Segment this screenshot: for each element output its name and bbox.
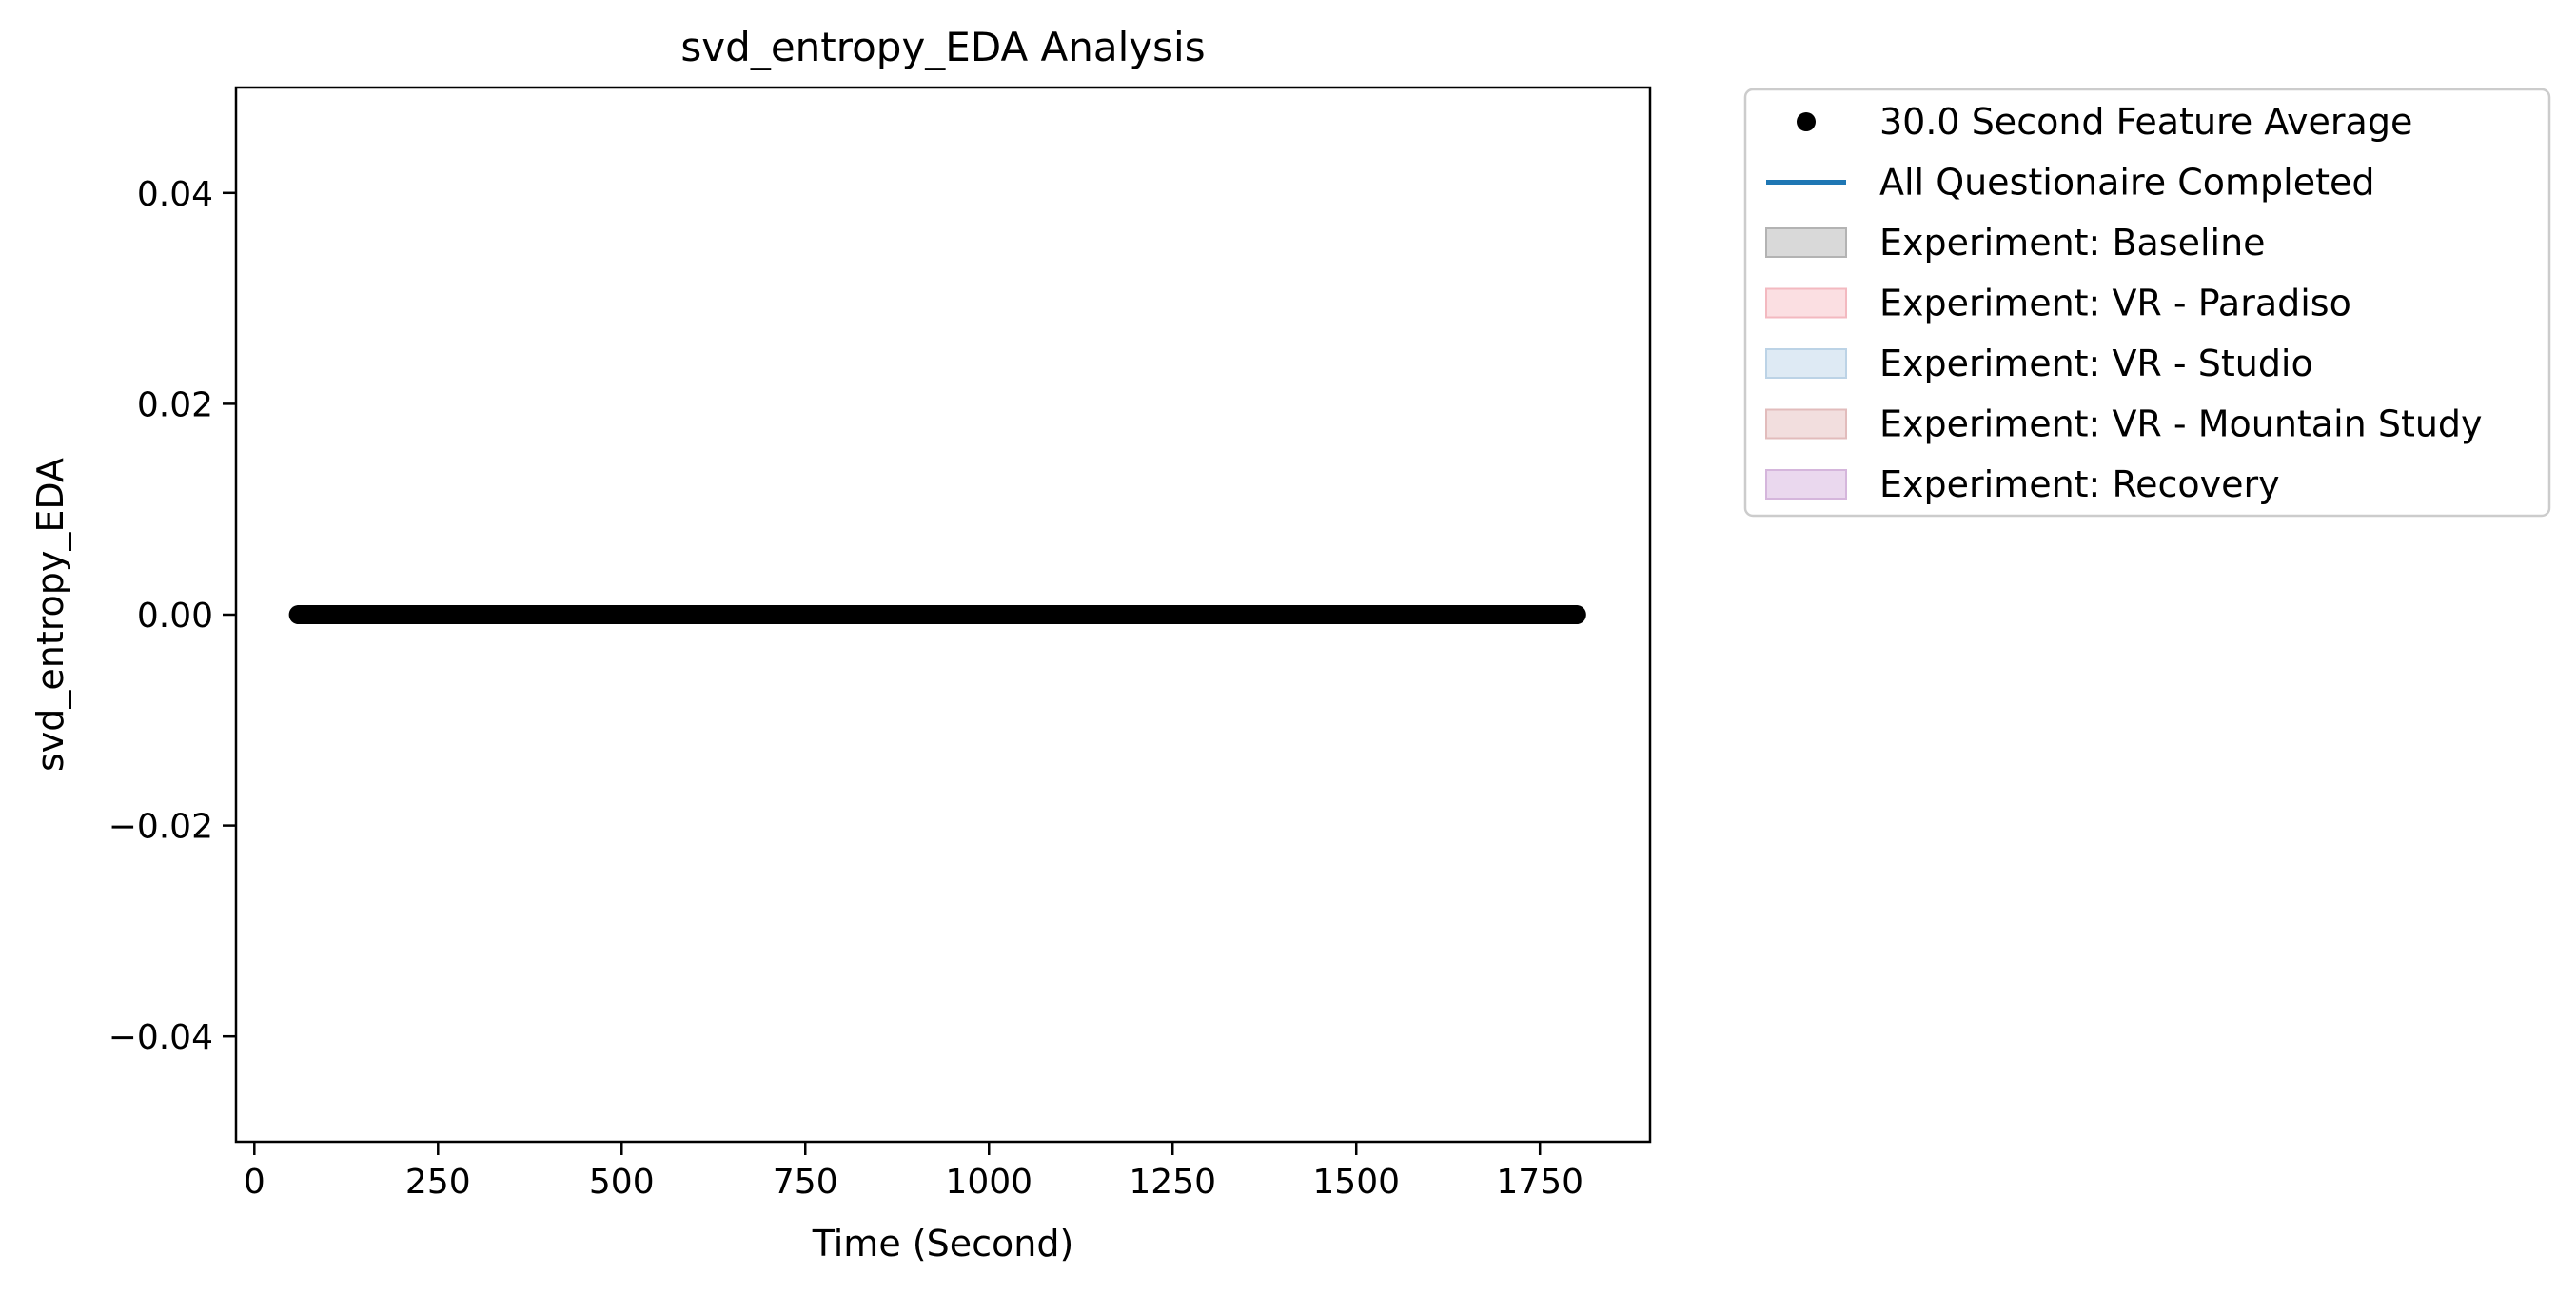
x-axis: 0 250 500 750 1000 1250 1500 1750: [244, 1142, 1583, 1202]
legend-item: Experiment: Recovery: [1765, 463, 2280, 505]
x-tick-label: 1250: [1129, 1163, 1216, 1202]
y-tick-label: 0.02: [137, 385, 213, 424]
y-tick-label: −0.02: [108, 808, 213, 847]
legend-label: Experiment: Recovery: [1879, 463, 2280, 505]
legend-label: Experiment: VR - Mountain Study: [1879, 403, 2483, 445]
legend-label: 30.0 Second Feature Average: [1879, 101, 2412, 143]
legend-item: Experiment: VR - Paradiso: [1765, 283, 2351, 324]
data-point: [1566, 605, 1586, 624]
x-tick-label: 250: [405, 1163, 471, 1202]
x-tick-label: 1000: [945, 1163, 1032, 1202]
legend-item: Experiment: Baseline: [1765, 222, 2266, 264]
x-axis-label: Time (Second): [812, 1223, 1074, 1265]
legend-marker-patch: [1765, 227, 1847, 258]
legend: 30.0 Second Feature Average All Questiona…: [1743, 88, 2551, 518]
legend-marker-patch: [1765, 408, 1847, 440]
legend-marker-dot: [1797, 112, 1816, 131]
legend-label: Experiment: VR - Studio: [1879, 343, 2313, 384]
legend-item: 30.0 Second Feature Average: [1797, 101, 2412, 143]
legend-marker-patch: [1765, 469, 1847, 500]
x-tick-label: 1500: [1312, 1163, 1400, 1202]
data-points: [288, 605, 1586, 624]
y-axis-label: svd_entropy_EDA: [29, 458, 71, 772]
legend-marker-patch: [1765, 348, 1847, 379]
x-tick-label: 0: [244, 1163, 265, 1202]
legend-label: Experiment: Baseline: [1879, 222, 2266, 264]
y-axis: 0.04 0.02 0.00 −0.02 −0.04: [108, 175, 236, 1057]
x-tick-label: 1750: [1496, 1163, 1583, 1202]
y-tick-label: 0.04: [137, 175, 213, 214]
legend-item: Experiment: VR - Studio: [1765, 343, 2313, 384]
chart-title: svd_entropy_EDA Analysis: [680, 24, 1205, 70]
y-tick-label: −0.04: [108, 1018, 213, 1057]
x-tick-label: 500: [589, 1163, 655, 1202]
legend-label: All Questionaire Completed: [1879, 162, 2375, 204]
legend-item: All Questionaire Completed: [1766, 162, 2375, 204]
legend-marker-patch: [1765, 287, 1847, 319]
x-tick-label: 750: [773, 1163, 838, 1202]
legend-label: Experiment: VR - Paradiso: [1879, 283, 2351, 324]
y-tick-label: 0.00: [137, 597, 213, 636]
legend-item: Experiment: VR - Mountain Study: [1765, 403, 2483, 445]
legend-frame: [1743, 88, 2551, 518]
